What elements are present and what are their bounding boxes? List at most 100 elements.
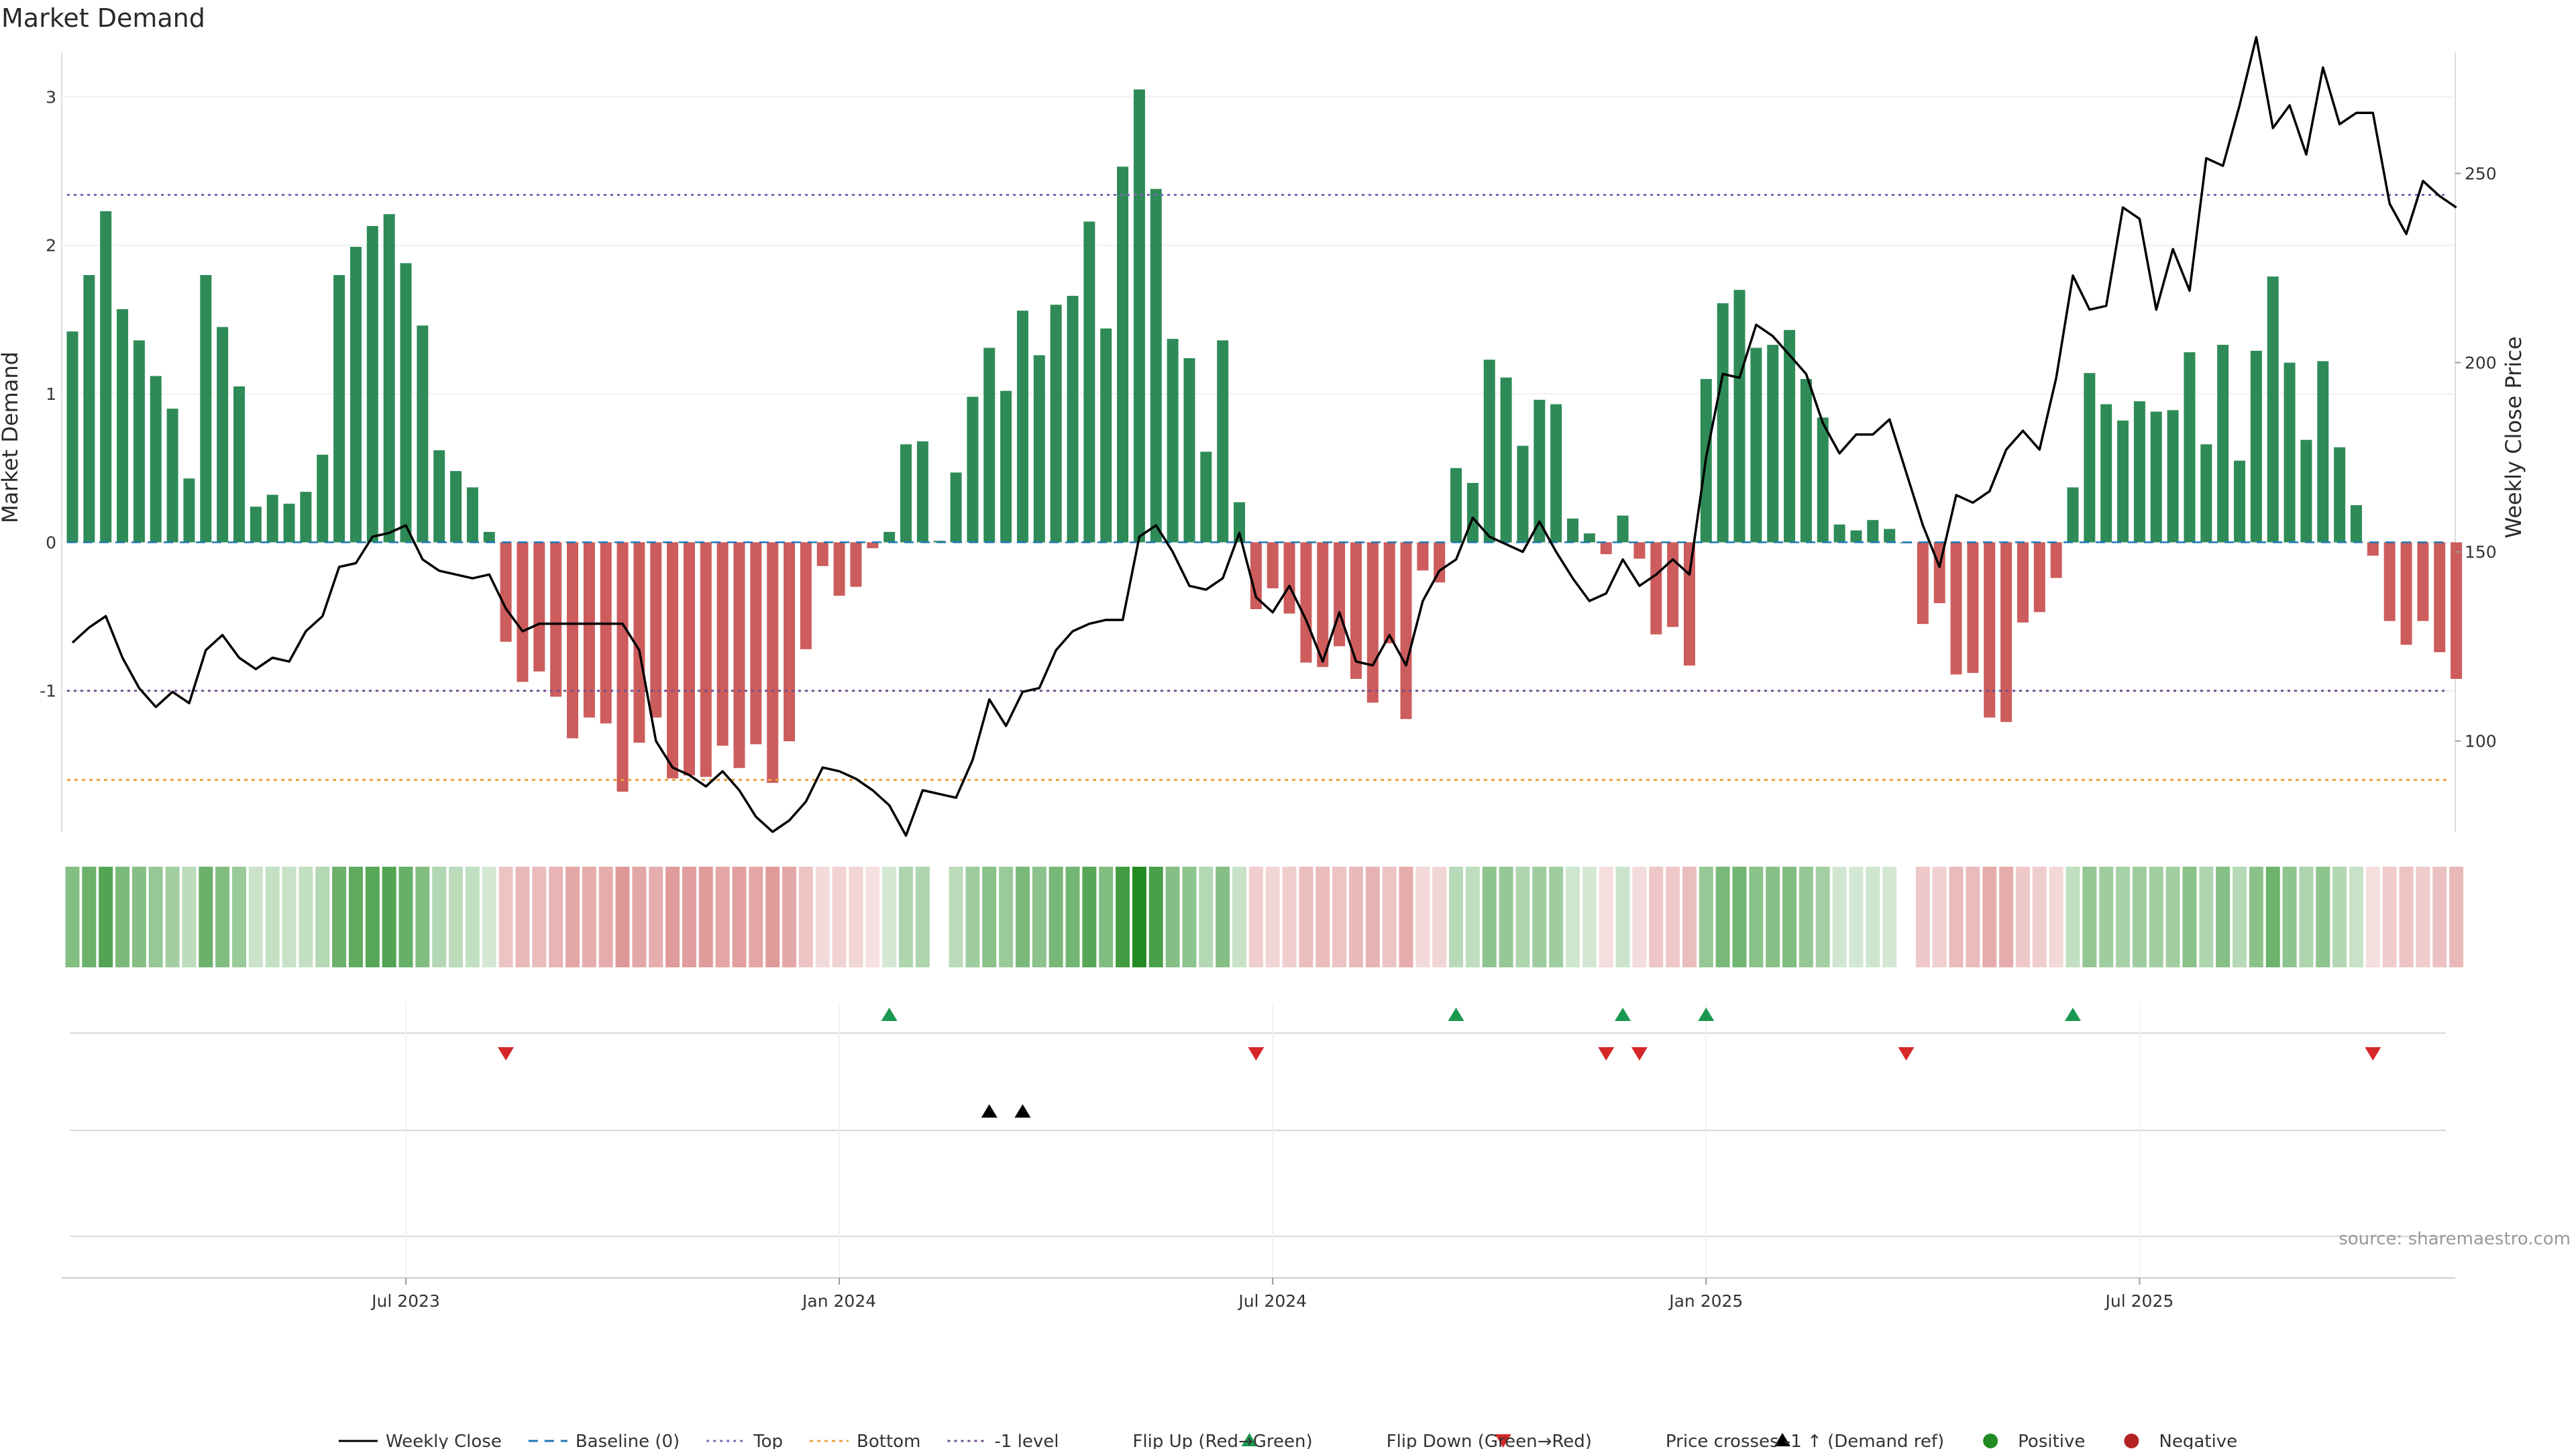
demand-bar <box>366 225 378 543</box>
heat-cell <box>82 867 97 967</box>
demand-bar <box>433 450 445 543</box>
y-tick-label: -1 <box>40 682 56 701</box>
heat-cell <box>382 867 396 967</box>
heat-cell <box>1348 867 1363 967</box>
heat-cell <box>2165 867 2180 967</box>
heat-cell <box>1199 867 1214 967</box>
heat-cell <box>2449 867 2464 967</box>
demand-bar <box>883 531 896 543</box>
heat-cell <box>2365 867 2380 967</box>
demand-bar <box>1317 542 1329 667</box>
demand-bar <box>2400 542 2412 645</box>
demand-bar <box>100 211 112 543</box>
heat-cell <box>1666 867 1680 967</box>
flip-up-marker <box>1698 1008 1715 1021</box>
heat-cell <box>1449 867 1464 967</box>
heat-cell <box>1766 867 1780 967</box>
demand-bar <box>1583 533 1595 543</box>
heat-cell <box>865 867 880 967</box>
legend-label: Flip Up (Red→Green) <box>1132 1432 1312 1449</box>
demand-bar <box>900 444 912 543</box>
demand-bar <box>1100 328 1112 543</box>
demand-bar <box>983 347 996 543</box>
legend-swatch-flip-down <box>1495 1434 1511 1448</box>
heat-cell <box>2332 867 2347 967</box>
demand-bar <box>83 275 95 543</box>
demand-bar <box>483 531 495 543</box>
demand-bar <box>800 542 812 649</box>
demand-bar <box>1300 542 1312 663</box>
heat-cell <box>1799 867 1813 967</box>
heat-cell <box>332 867 347 967</box>
demand-bar <box>1483 360 1495 543</box>
flip-down-marker <box>2365 1047 2381 1061</box>
demand-bar <box>1850 530 1862 543</box>
heat-cell <box>1815 867 1830 967</box>
heat-cell <box>1632 867 1647 967</box>
event-markers <box>70 1003 2446 1448</box>
legend: Weekly Close Baseline (0) Top Bottom -1 leve… <box>338 1432 2237 1449</box>
heat-cell <box>1982 867 1997 967</box>
heat-cell <box>815 867 830 967</box>
demand-bar <box>1650 542 1662 635</box>
heat-cell <box>849 867 863 967</box>
price-cross-marker <box>981 1104 998 1118</box>
demand-bar <box>1434 542 1446 583</box>
heat-cell <box>2282 867 2297 967</box>
heat-cell <box>598 867 613 967</box>
demand-bar <box>616 542 629 792</box>
demand-bar <box>1050 305 1062 543</box>
demand-bar <box>1167 339 1179 543</box>
demand-bar <box>517 542 529 682</box>
heat-cell <box>1248 867 1263 967</box>
flip-up-marker <box>881 1008 898 1021</box>
demand-bar <box>716 542 729 746</box>
demand-bar <box>1133 89 1145 543</box>
demand-bar <box>1550 404 1562 543</box>
heat-cell <box>348 867 363 967</box>
heat-cell <box>299 867 313 967</box>
heat-cell <box>1432 867 1447 967</box>
heat-cell <box>1932 867 1947 967</box>
demand-bar <box>2284 362 2296 543</box>
heat-cell <box>1099 867 1114 967</box>
demand-bar <box>233 386 245 543</box>
demand-bar <box>750 542 762 745</box>
heat-cell <box>248 867 263 967</box>
demand-bar <box>166 409 178 543</box>
heat-cell <box>2432 867 2447 967</box>
heat-cell <box>2299 867 2314 967</box>
demand-bar <box>1083 221 1095 543</box>
demand-bar <box>266 494 278 543</box>
demand-bar <box>2000 542 2012 722</box>
demand-bar <box>2300 439 2312 543</box>
demand-bar <box>1950 542 1962 675</box>
heat-cell <box>398 867 413 967</box>
reference-lines <box>67 193 2449 782</box>
heat-cell <box>315 867 330 967</box>
heat-cell <box>465 867 480 967</box>
heat-cell <box>131 867 146 967</box>
heat-cell <box>282 867 297 967</box>
heat-cell <box>1499 867 1513 967</box>
heat-cell <box>1332 867 1347 967</box>
demand-bar <box>133 340 145 543</box>
heat-cell <box>1682 867 1697 967</box>
demand-bar <box>2084 373 2096 543</box>
heat-cell <box>899 867 913 967</box>
demand-bar <box>150 376 162 543</box>
heat-cell <box>2416 867 2430 967</box>
demand-bar <box>767 542 779 783</box>
flip-up-marker <box>2065 1008 2081 1021</box>
demand-bar <box>1800 378 1812 543</box>
demand-bar <box>350 246 362 543</box>
demand-bar <box>500 542 512 642</box>
demand-bar <box>816 542 828 566</box>
heat-cell <box>2065 867 2080 967</box>
demand-bar <box>1334 542 1346 647</box>
demand-bar <box>1067 295 1079 543</box>
heat-cell <box>1232 867 1246 967</box>
heat-cell <box>482 867 496 967</box>
demand-bar <box>2167 410 2179 543</box>
heat-cell <box>2399 867 2414 967</box>
